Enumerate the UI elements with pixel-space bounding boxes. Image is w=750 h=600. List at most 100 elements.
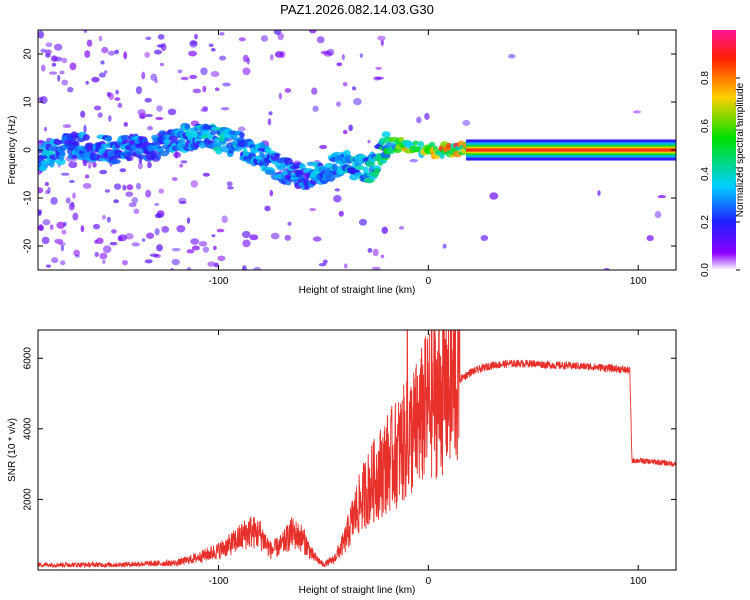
- spectrogram-noise-cell: [374, 76, 384, 80]
- spectrogram-noise-cell: [202, 106, 209, 111]
- spectrogram-noise-cell: [156, 105, 163, 112]
- spectrogram-noise-cell: [123, 121, 128, 127]
- colorbar: 0.0 0.2 0.4 0.6 0.8 Normalized spectral ampl…: [700, 30, 746, 277]
- spectrogram-noise-cell: [311, 87, 318, 95]
- spectrogram-ridge-cell: [155, 152, 162, 161]
- spectrogram-noise-cell: [135, 182, 142, 190]
- spectrogram-noise-cell: [210, 47, 216, 52]
- colorbar-label: Normalized spectral amplitude: [735, 82, 746, 217]
- spectrogram-noise-cell: [597, 190, 601, 197]
- spectrogram-ridge-cell: [354, 164, 365, 171]
- colorbar-tick-label: 0.2: [700, 215, 711, 229]
- spectrogram-noise-cell: [217, 255, 226, 262]
- spectrogram-x-axis: -100 0 100: [208, 30, 647, 287]
- spectrogram-noise-cell: [38, 225, 45, 232]
- spectrogram-noise-cell: [344, 263, 348, 269]
- spectrogram-noise-cell: [202, 85, 207, 93]
- spectrogram-noise-cell: [202, 172, 211, 177]
- spectrogram-noise-cell: [92, 161, 97, 168]
- spectrogram-noise-cell: [102, 214, 106, 220]
- spectrogram-marks: [38, 30, 676, 270]
- spectrogram-noise-cell: [155, 116, 164, 121]
- spectrogram-noise-cell: [63, 221, 67, 227]
- spectrogram-noise-cell: [38, 97, 44, 101]
- spectrogram-noise-cell: [333, 194, 342, 203]
- snr-x-tick-label: 100: [630, 576, 647, 587]
- snr-y-tick-label: 6000: [23, 347, 34, 370]
- spectrogram-ridge-cell: [234, 146, 242, 152]
- spectrogram-ridge-cell: [121, 139, 129, 145]
- spectrogram-noise-cell: [40, 64, 46, 72]
- spectrogram-noise-cell: [380, 39, 384, 46]
- spectrogram-y-tick-label: -20: [23, 238, 34, 253]
- spectrogram-noise-cell: [367, 139, 371, 144]
- spectrogram-noise-cell: [194, 33, 198, 40]
- spectrogram-noise-cell: [277, 32, 284, 41]
- spectrogram-noise-cell: [145, 114, 153, 118]
- spectrogram-noise-cell: [65, 197, 71, 204]
- spectrogram-noise-cell: [48, 71, 58, 75]
- spectrogram-noise-cell: [409, 159, 419, 163]
- spectrogram-noise-cell: [109, 241, 118, 246]
- spectrogram-noise-cell: [241, 230, 251, 239]
- spectrogram-noise-cell: [126, 184, 134, 191]
- spectrogram-noise-cell: [128, 202, 137, 208]
- spectrogram-noise-cell: [424, 112, 430, 120]
- spectrogram-noise-cell: [284, 88, 292, 93]
- spectrogram-noise-cell: [174, 150, 178, 159]
- spectrogram-noise-cell: [82, 182, 92, 189]
- spectrogram-noise-cell: [146, 232, 155, 239]
- spectrogram-noise-cell: [137, 162, 143, 170]
- spectrogram-noise-cell: [154, 202, 160, 207]
- spectrogram-noise-cell: [179, 163, 184, 168]
- spectrogram-ridge-cell: [40, 160, 48, 168]
- spectrogram-noise-cell: [72, 212, 79, 221]
- spectrogram-noise-cell: [99, 252, 108, 260]
- spectrogram-noise-cell: [188, 50, 198, 57]
- spectrogram-noise-cell: [154, 227, 160, 236]
- spectrogram-noise-cell: [242, 54, 249, 63]
- spectrogram-noise-cell: [124, 233, 134, 240]
- spectrogram-noise-cell: [131, 242, 140, 247]
- spectrogram-noise-cell: [186, 267, 192, 270]
- spectrogram-noise-cell: [353, 97, 362, 106]
- spectrogram-noise-cell: [49, 224, 54, 231]
- spectrogram-noise-cell: [208, 43, 214, 48]
- spectrogram-noise-cell: [97, 112, 103, 118]
- spectrogram-noise-cell: [51, 55, 58, 62]
- spectrogram-noise-cell: [238, 37, 246, 42]
- spectrogram-noise-cell: [198, 240, 208, 247]
- spectrogram-noise-cell: [98, 72, 106, 78]
- spectrogram-noise-cell: [176, 225, 186, 233]
- spectrogram-noise-cell: [93, 105, 102, 111]
- spectrogram-noise-cell: [309, 208, 317, 212]
- spectrogram-noise-cell: [113, 199, 119, 204]
- snr-y-tick-label: 2000: [23, 488, 34, 511]
- spectrogram-noise-cell: [178, 200, 187, 205]
- spectrogram-noise-cell: [274, 51, 284, 58]
- spectrogram-noise-cell: [51, 257, 59, 264]
- spectrogram-noise-cell: [68, 161, 78, 169]
- chart-title: PAZ1.2026.082.14.03.G30: [280, 2, 434, 17]
- spectrogram-noise-cell: [358, 218, 368, 226]
- spectrogram-y-tick-label: -10: [23, 190, 34, 205]
- spectrogram-noise-cell: [84, 50, 91, 58]
- spectrogram-noise-cell: [59, 70, 65, 75]
- spectrogram-noise-cell: [99, 169, 108, 175]
- spectrogram-noise-cell: [268, 111, 273, 116]
- spectrogram-noise-cell: [180, 76, 189, 81]
- spectrogram-noise-cell: [92, 223, 101, 230]
- spectrogram-ridge-cell: [72, 140, 80, 147]
- spectrogram-ridge-cell: [412, 140, 419, 146]
- spectrogram-noise-cell: [60, 260, 66, 266]
- spectrogram-noise-cell: [149, 253, 159, 257]
- spectrogram-ridge-cell: [239, 132, 245, 139]
- spectrogram-x-tick-label: -100: [208, 276, 228, 287]
- spectrogram-noise-cell: [83, 30, 88, 34]
- spectrogram-y-tick-label: 20: [23, 48, 34, 60]
- spectrogram-noise-cell: [141, 71, 146, 80]
- spectrogram-noise-cell: [135, 86, 143, 95]
- spectrogram-noise-cell: [603, 267, 610, 270]
- spectrogram-noise-cell: [108, 115, 112, 122]
